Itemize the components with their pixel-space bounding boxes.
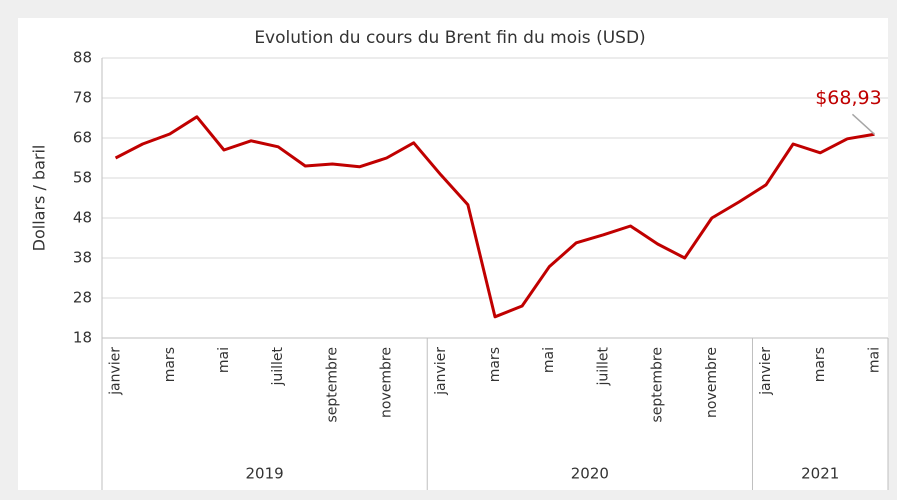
x-tick-label: janvier [433, 347, 449, 396]
x-tick-label: mai [541, 347, 557, 373]
year-label: 2020 [571, 465, 609, 483]
x-tick-label: mars [812, 347, 828, 382]
x-tick-label: novembre [704, 347, 720, 418]
y-tick-label: 58 [73, 169, 92, 187]
x-tick-label: septembre [324, 347, 340, 422]
y-tick-label: 78 [73, 89, 92, 107]
data-label: $68,93 [815, 87, 881, 109]
x-tick-label: mai [866, 347, 882, 373]
y-tick-label: 68 [73, 129, 92, 147]
x-tick-label: mars [162, 347, 178, 382]
y-tick-label: 88 [73, 49, 92, 67]
year-label: 2021 [801, 465, 839, 483]
chart-area [18, 18, 888, 490]
x-tick-label: juillet [270, 347, 286, 387]
line-series [114, 115, 875, 319]
x-tick-label: septembre [650, 347, 666, 422]
y-tick-label: 18 [73, 329, 92, 347]
x-tick-label: novembre [379, 347, 395, 418]
y-axis-label: Dollars / baril [30, 145, 49, 252]
y-tick-label: 38 [73, 249, 92, 267]
chart-title: Evolution du cours du Brent fin du mois … [254, 28, 645, 48]
label-leader [851, 113, 875, 135]
y-tick-label: 28 [73, 289, 92, 307]
x-tick-label: mai [216, 347, 232, 373]
x-tick-label: janvier [758, 347, 774, 396]
x-tick-label: juillet [595, 347, 611, 387]
year-label: 2019 [246, 465, 284, 483]
y-tick-label: 48 [73, 209, 92, 227]
x-tick-label: mars [487, 347, 503, 382]
x-tick-label: janvier [108, 347, 124, 396]
